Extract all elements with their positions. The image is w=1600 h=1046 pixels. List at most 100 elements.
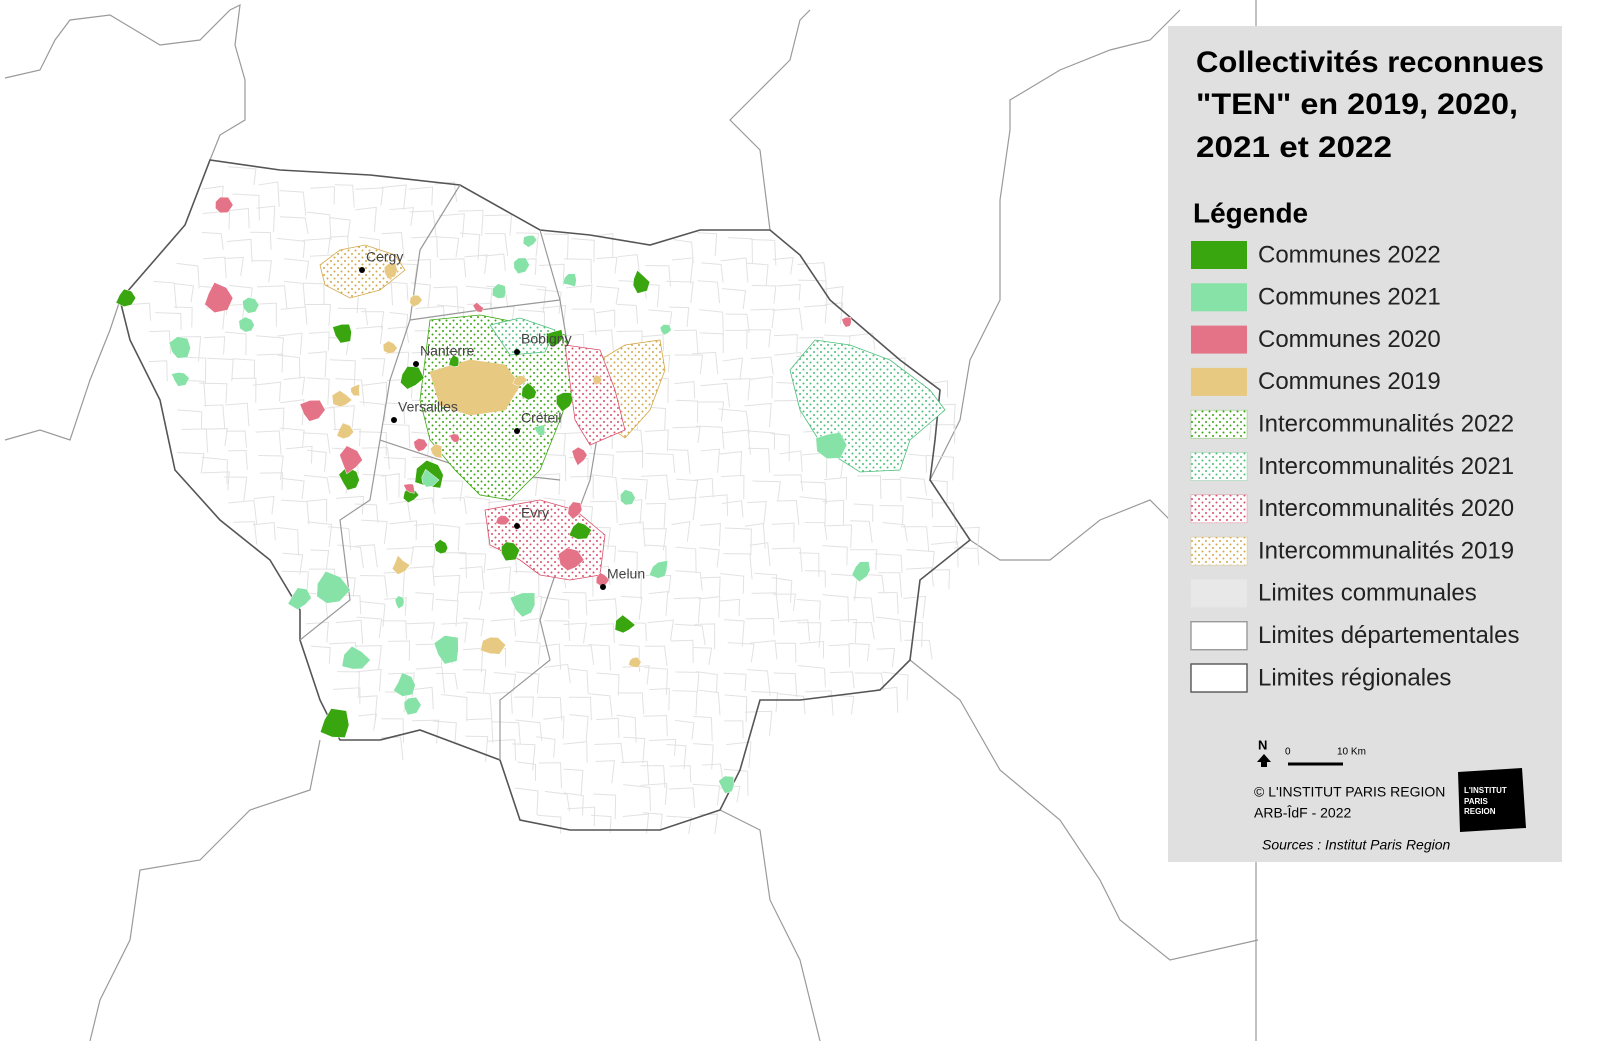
commune-boundary xyxy=(357,695,378,721)
commune-boundary xyxy=(335,378,365,406)
commune-boundary xyxy=(675,546,697,574)
commune-boundary xyxy=(929,380,949,398)
commune-boundary xyxy=(302,237,331,255)
commune-boundary xyxy=(435,672,458,690)
commune xyxy=(567,501,583,520)
commune-boundary xyxy=(306,377,330,406)
commune-boundary xyxy=(176,451,205,474)
commune-boundary xyxy=(720,572,745,594)
commune-boundary xyxy=(671,521,691,542)
commune-boundary xyxy=(407,259,432,279)
commune-boundary xyxy=(457,209,484,236)
commune-boundary xyxy=(224,207,250,229)
city-label: Cergy xyxy=(366,249,403,265)
commune-boundary xyxy=(699,332,724,354)
commune xyxy=(215,196,234,214)
commune-boundary xyxy=(673,597,701,624)
commune-boundary xyxy=(226,238,253,263)
commune-boundary xyxy=(542,453,567,482)
commune-boundary xyxy=(329,217,351,239)
commune-boundary xyxy=(722,357,744,381)
commune-boundary xyxy=(588,452,614,477)
commune-boundary xyxy=(514,787,539,815)
commune xyxy=(533,424,545,436)
commune-boundary xyxy=(928,479,948,503)
commune-boundary xyxy=(489,591,516,617)
commune xyxy=(557,547,585,571)
intercommunality xyxy=(429,359,521,416)
commune-boundary xyxy=(698,596,721,618)
commune-boundary xyxy=(874,553,903,573)
commune-boundary xyxy=(441,497,467,515)
commune-boundary xyxy=(641,474,670,501)
commune-boundary xyxy=(623,784,651,811)
commune-boundary xyxy=(439,480,464,502)
commune-boundary xyxy=(408,565,435,586)
commune-boundary xyxy=(570,475,594,499)
commune-boundary xyxy=(796,598,821,620)
commune-boundary xyxy=(252,260,273,283)
commune-boundary xyxy=(850,549,878,571)
commune-boundary xyxy=(642,528,667,551)
commune-boundary xyxy=(751,691,779,713)
commune xyxy=(614,614,636,634)
commune-boundary xyxy=(462,669,487,692)
city-label: Melun xyxy=(607,566,645,582)
commune-boundary xyxy=(408,186,434,206)
commune-boundary xyxy=(356,616,383,639)
commune-boundary xyxy=(744,522,766,549)
commune-boundary xyxy=(723,553,753,580)
commune-boundary xyxy=(822,499,845,526)
commune-boundary xyxy=(746,262,769,286)
commune xyxy=(434,539,449,554)
commune xyxy=(568,521,592,540)
commune-boundary xyxy=(745,617,775,636)
commune-boundary xyxy=(563,792,584,816)
commune-boundary xyxy=(514,640,541,665)
commune-boundary xyxy=(252,521,276,541)
commune-boundary xyxy=(669,496,697,521)
legend-swatch xyxy=(1190,494,1248,524)
commune-boundary xyxy=(799,640,825,659)
commune-boundary xyxy=(797,622,822,648)
commune-boundary xyxy=(440,552,467,578)
commune-boundary xyxy=(596,717,620,738)
commune-boundary xyxy=(484,233,509,256)
commune xyxy=(400,366,425,390)
commune-boundary xyxy=(176,262,200,289)
commune-boundary xyxy=(441,622,468,643)
commune-boundary xyxy=(828,644,851,668)
commune-boundary xyxy=(336,495,365,515)
commune-boundary xyxy=(226,430,248,448)
partner: ARB-ÎdF - 2022 xyxy=(1254,805,1351,821)
commune-boundary xyxy=(493,672,517,693)
commune-boundary xyxy=(932,502,957,528)
commune-boundary xyxy=(822,545,848,566)
commune-boundary xyxy=(359,600,386,627)
commune xyxy=(718,775,735,794)
commune-boundary xyxy=(358,713,378,731)
commune-boundary xyxy=(153,280,177,309)
commune-boundary xyxy=(773,334,798,353)
commune-boundary xyxy=(771,577,793,603)
commune-boundary xyxy=(388,640,411,661)
commune-boundary xyxy=(441,694,468,722)
commune-boundary xyxy=(749,430,775,450)
commune-boundary xyxy=(878,572,903,598)
commune-boundary xyxy=(432,236,460,258)
commune-boundary xyxy=(459,232,481,260)
legend: Communes 2022 Communes 2021 Communes 2020 C… xyxy=(1190,241,1519,693)
commune-boundary xyxy=(199,382,228,404)
commune-boundary xyxy=(721,474,745,500)
commune-boundary xyxy=(361,447,390,470)
commune-boundary xyxy=(257,285,288,309)
commune-boundary xyxy=(881,478,902,502)
commune-boundary xyxy=(907,453,927,473)
zones xyxy=(115,196,946,794)
commune-boundary xyxy=(484,253,506,272)
commune-boundary xyxy=(329,359,356,386)
commune-boundary xyxy=(569,714,589,742)
commune-boundary xyxy=(389,312,409,333)
commune-boundary xyxy=(588,329,615,353)
